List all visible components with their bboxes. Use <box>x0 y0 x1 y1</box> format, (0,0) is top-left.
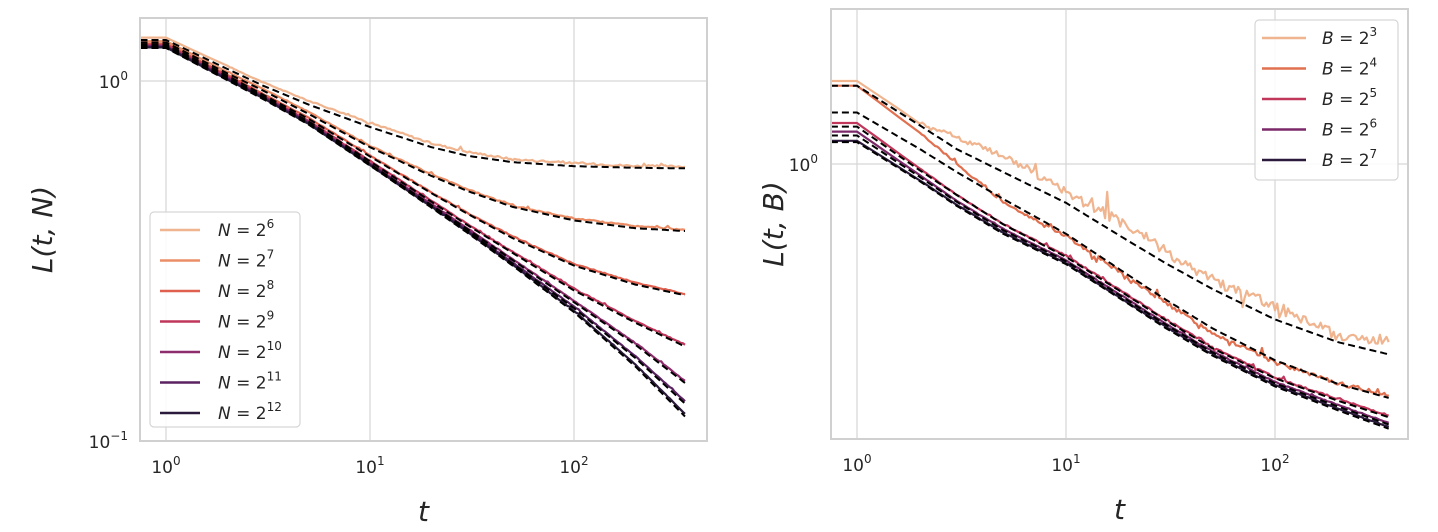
y-axis-label: L(t, N) <box>26 186 59 273</box>
legend-entry: B = 25 <box>1322 86 1377 110</box>
series-line <box>831 139 1390 429</box>
legend-entry: N = 212 <box>218 400 282 424</box>
fit-dashed-line <box>831 125 1390 419</box>
series-line <box>140 40 686 231</box>
fit-dashed-line <box>140 39 685 170</box>
fit-dashed-line <box>140 41 686 232</box>
legend-entry: N = 29 <box>218 309 274 333</box>
legend: B = 23 B = 24 B = 25 B = 26 B = 27 <box>1254 19 1399 181</box>
fit-dashed-line <box>831 84 1389 356</box>
legend-box <box>1254 19 1399 181</box>
plot-area <box>831 79 1390 430</box>
x-tick-label: 100 <box>151 454 180 478</box>
y-tick-label: 100 <box>789 152 818 176</box>
x-tick-label: 101 <box>355 454 384 478</box>
fit-dashed-line <box>831 141 1390 430</box>
y-tick-label: 10−1 <box>89 429 128 453</box>
legend: N = 26 N = 27 N = 28 N = 29 N = 210 N = 211 N … <box>149 211 301 428</box>
y-axis-label: L(t, B) <box>757 181 790 266</box>
x-tick-label: 101 <box>1051 452 1080 476</box>
fit-dashed-line <box>831 134 1390 426</box>
x-tick-label: 100 <box>842 452 871 476</box>
legend-entry: B = 24 <box>1322 56 1377 80</box>
series-line <box>140 36 686 169</box>
legend-box <box>149 211 301 428</box>
x-axis-label: t <box>418 495 430 528</box>
fit-dashed-line <box>831 111 1389 399</box>
fit-dashed-line <box>140 44 686 348</box>
fit-dashed-line <box>140 46 686 405</box>
x-tick-label: 102 <box>559 454 588 478</box>
legend-entry: B = 26 <box>1322 117 1377 141</box>
legend-entry: B = 27 <box>1322 147 1377 171</box>
plot-area <box>140 36 686 418</box>
legend-entry: N = 211 <box>218 370 282 394</box>
legend-entry: N = 27 <box>218 248 274 272</box>
fit-dashed-line <box>140 43 686 297</box>
x-tick-label: 102 <box>1260 452 1289 476</box>
legend-entry: N = 26 <box>218 217 274 241</box>
legend-entry: B = 23 <box>1322 25 1377 49</box>
series-line <box>831 79 1390 345</box>
x-axis-label: t <box>1114 493 1126 526</box>
axes-frame <box>139 17 708 442</box>
axes-frame <box>830 8 1409 440</box>
legend-entry: N = 28 <box>218 278 274 302</box>
y-tick-label: 100 <box>99 69 128 93</box>
legend-entry: N = 210 <box>218 339 282 363</box>
series-line <box>140 46 686 415</box>
